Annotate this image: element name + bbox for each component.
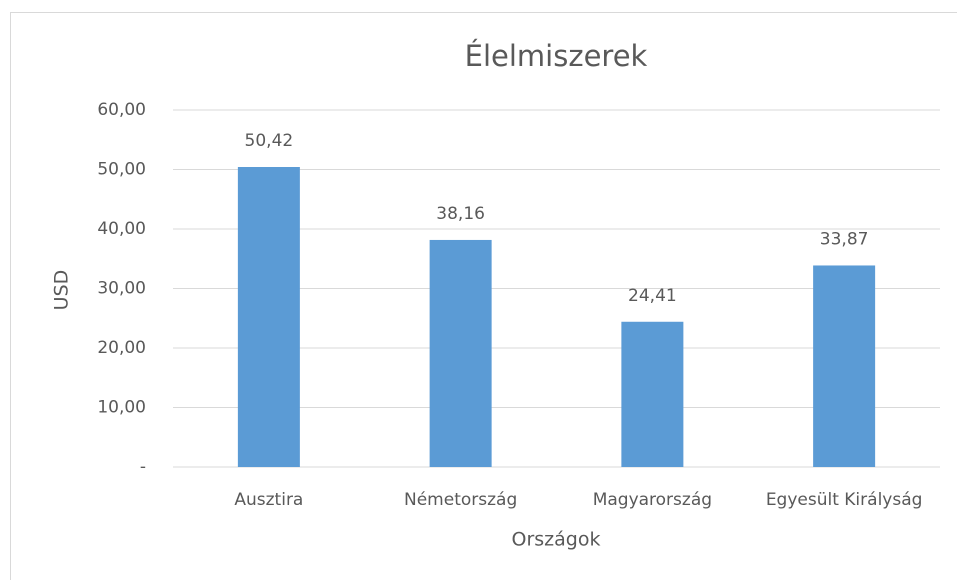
x-tick-label: Egyesült Királyság [766,490,923,510]
y-tick-label: 60,00 [97,100,146,120]
y-tick-label: 50,00 [97,160,146,180]
x-tick-label: Ausztira [234,490,303,510]
y-tick-label: 20,00 [97,338,146,358]
y-tick-label: 30,00 [97,279,146,299]
data-label: 50,42 [245,131,294,151]
x-tick-label: Magyarország [593,490,712,510]
bar [237,167,300,467]
bar [813,265,876,467]
chart-title: Élelmiszerek [465,39,648,73]
y-tick-label: 10,00 [97,398,146,418]
x-axis-title: Országok [512,529,601,551]
bar [621,321,684,467]
data-label: 33,87 [820,229,869,249]
x-tick-label: Németország [404,490,517,510]
y-tick-label: - [140,457,146,477]
y-tick-label: 40,00 [97,219,146,239]
data-label: 24,41 [628,286,677,306]
bar [429,239,492,467]
data-label: 38,16 [436,204,485,224]
y-axis-title: USD [51,270,73,311]
